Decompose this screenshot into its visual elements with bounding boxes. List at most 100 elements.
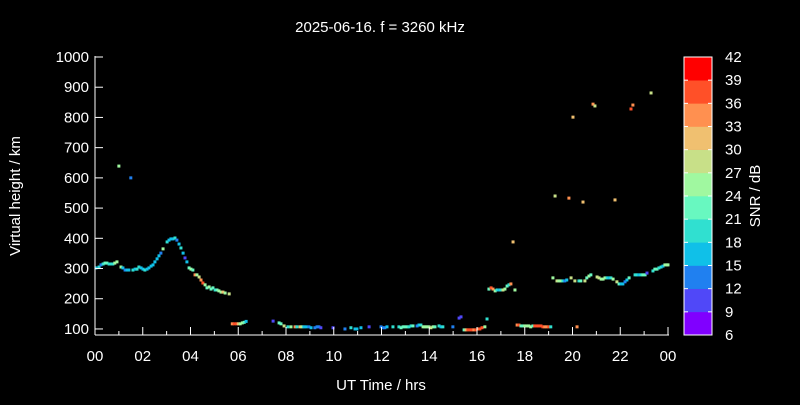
- data-point: [611, 277, 615, 281]
- y-tick-label: 900: [64, 79, 89, 96]
- data-point: [99, 263, 103, 267]
- y-tick-label: 600: [64, 170, 89, 187]
- data-point: [551, 276, 555, 280]
- data-point: [123, 268, 127, 272]
- data-point: [101, 262, 105, 266]
- data-point: [474, 328, 478, 332]
- data-point: [585, 276, 589, 280]
- data-point: [431, 325, 435, 329]
- data-point: [133, 267, 137, 271]
- data-point: [623, 280, 627, 284]
- x-axis-label: UT Time / hrs: [336, 377, 426, 394]
- data-point: [485, 317, 489, 321]
- data-point: [571, 115, 575, 119]
- colorbar-band: [684, 57, 712, 81]
- data-point: [165, 240, 169, 244]
- data-point: [621, 282, 625, 286]
- data-point: [527, 324, 531, 328]
- data-point: [533, 324, 537, 328]
- colorbar-band: [684, 149, 712, 174]
- x-tick-label: 12: [373, 348, 390, 365]
- data-point: [409, 324, 413, 328]
- colorbar-tick-label: 12: [725, 281, 742, 298]
- data-point: [197, 275, 201, 279]
- data-point: [381, 326, 385, 330]
- x-tick-label: 18: [516, 348, 533, 365]
- data-point: [317, 325, 321, 329]
- data-point: [191, 268, 195, 272]
- data-point: [195, 273, 199, 277]
- data-point: [633, 273, 637, 277]
- data-point: [121, 266, 125, 270]
- data-point: [462, 328, 466, 332]
- colorbar-tick-label: 9: [725, 304, 733, 321]
- data-point: [153, 260, 157, 264]
- data-point: [577, 279, 581, 283]
- data-point: [219, 290, 223, 294]
- data-point: [399, 326, 403, 330]
- data-point: [155, 257, 159, 261]
- data-point: [657, 266, 661, 270]
- data-point: [113, 261, 117, 265]
- data-point: [517, 323, 521, 327]
- colorbar-tick-label: 27: [725, 165, 742, 182]
- data-point: [97, 265, 101, 269]
- data-point: [666, 263, 670, 267]
- data-point: [217, 289, 221, 293]
- data-point: [230, 322, 234, 326]
- colorbar-tick-label: 36: [725, 95, 742, 112]
- data-point: [282, 324, 286, 328]
- data-point: [151, 263, 155, 267]
- colorbar-band: [684, 80, 712, 104]
- data-point: [499, 288, 503, 292]
- colorbar: 6 9 12 15 18 21 24 27 30 33 36 39 42: [683, 49, 742, 344]
- data-point: [215, 288, 219, 292]
- data-point: [315, 325, 319, 329]
- data-point: [541, 325, 545, 329]
- data-point: [661, 264, 665, 268]
- data-points: [94, 91, 670, 332]
- data-point: [547, 325, 551, 329]
- data-point: [537, 324, 541, 328]
- data-point: [94, 266, 98, 270]
- colorbar-tick-label: 24: [725, 188, 742, 205]
- data-point: [605, 276, 609, 280]
- data-point: [493, 289, 497, 293]
- colorbar-band: [684, 219, 712, 243]
- data-point: [559, 279, 563, 283]
- data-point: [425, 325, 429, 329]
- data-point: [111, 262, 115, 266]
- data-point: [143, 268, 147, 272]
- data-point: [183, 256, 187, 260]
- data-point: [286, 325, 290, 329]
- data-point: [383, 326, 387, 330]
- data-point: [529, 325, 533, 329]
- data-point: [298, 325, 302, 329]
- data-point: [561, 279, 565, 283]
- data-point: [379, 325, 383, 329]
- data-point: [523, 324, 527, 328]
- data-point: [625, 278, 629, 282]
- data-point: [175, 238, 179, 242]
- data-point: [563, 279, 567, 283]
- data-point: [599, 277, 603, 281]
- data-point: [464, 328, 468, 332]
- data-point: [573, 279, 577, 283]
- data-point: [307, 325, 311, 329]
- data-point: [470, 328, 474, 332]
- data-point: [189, 267, 193, 271]
- data-point: [319, 326, 323, 330]
- data-point: [437, 324, 441, 328]
- y-tick-label: 400: [64, 230, 89, 247]
- data-point: [643, 273, 647, 277]
- data-point: [187, 266, 191, 270]
- y-tick-label: 1000: [56, 49, 89, 66]
- data-point: [407, 325, 411, 329]
- data-point: [209, 287, 213, 291]
- data-point: [223, 291, 227, 295]
- data-point: [117, 164, 121, 168]
- data-point: [211, 286, 215, 290]
- colorbar-tick-label: 42: [725, 49, 742, 66]
- data-point: [535, 324, 539, 328]
